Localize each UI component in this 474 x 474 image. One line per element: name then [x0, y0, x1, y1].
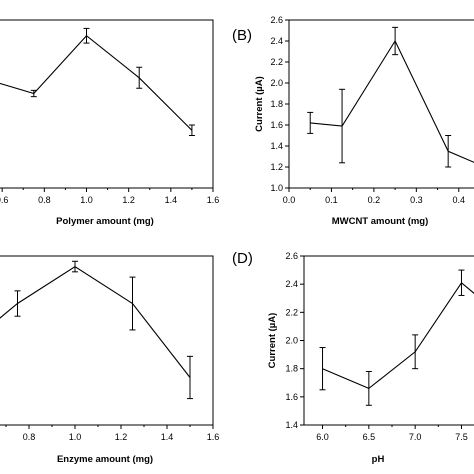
- panel-2-panel-label: (B): [232, 27, 252, 44]
- panel-4-ytick-label: 2.2: [285, 307, 298, 317]
- panel-4-x-axis-label: pH: [372, 454, 385, 465]
- panel-2-xtick-label: 0.2: [368, 195, 381, 205]
- panel-1-frame: [0, 19, 214, 189]
- panel-3-xtick-label: 1.0: [69, 432, 82, 442]
- panel-3-x-axis-label: Enzyme amount (mg): [57, 454, 153, 465]
- panel-2-ytick-label: 1.4: [270, 141, 283, 151]
- panel-2-ytick-label: 2.2: [270, 57, 283, 67]
- panel-2-ytick-label: 1.0: [270, 183, 283, 193]
- panel-3-xtick-label: 1.4: [161, 432, 174, 442]
- panel-4-ytick-label: 1.6: [285, 392, 298, 402]
- panel-2-frame: [288, 19, 474, 189]
- panel-4-ytick-label: 2.6: [285, 251, 298, 261]
- panel-2-xtick-label: 0.0: [283, 195, 296, 205]
- panel-2-xtick-label: 0.3: [410, 195, 423, 205]
- panel-1-xtick-label: 0.6: [0, 195, 8, 205]
- panel-4-ytick-label: 2.4: [285, 279, 298, 289]
- panel-3-xtick-label: 1.6: [207, 432, 220, 442]
- panel-4-frame: [303, 255, 474, 426]
- panel-2-xtick-label: 0.4: [453, 195, 466, 205]
- panel-3-series-line: [0, 265, 191, 378]
- panel-3-frame: [0, 255, 214, 426]
- panel-2-y-axis-label: Current (µA): [254, 76, 265, 132]
- panel-1-xtick-label: 1.0: [80, 195, 93, 205]
- panel-4-ytick-label: 1.8: [285, 364, 298, 374]
- panel-2-ytick-label: 2.0: [270, 78, 283, 88]
- panel-4-xtick-label: 7.5: [455, 432, 468, 442]
- panel-2-ytick-label: 1.2: [270, 162, 283, 172]
- panel-4-xtick-label: 6.0: [316, 432, 329, 442]
- panel-4-ytick-label: 2.0: [285, 336, 298, 346]
- panel-4-series-line: [322, 281, 474, 390]
- panel-2-ytick-label: 2.4: [270, 36, 283, 46]
- panel-2-ytick-label: 1.8: [270, 99, 283, 109]
- panel-2-x-axis-label: MWCNT amount (mg): [332, 216, 429, 227]
- panel-1-xtick-label: 1.6: [207, 195, 220, 205]
- panel-4-ytick-label: 1.4: [285, 420, 298, 430]
- panel-1-xtick-label: 1.2: [122, 195, 135, 205]
- panel-1-x-axis-label: Polymer amount (mg): [56, 216, 154, 227]
- panel-4-xtick-label: 6.5: [363, 432, 376, 442]
- panel-3-xtick-label: 1.2: [115, 432, 128, 442]
- panel-2-xtick-label: 0.1: [325, 195, 338, 205]
- panel-1-xtick-label: 1.4: [165, 195, 178, 205]
- panel-1-xtick-label: 0.8: [38, 195, 51, 205]
- panel-2-ytick-label: 1.6: [270, 120, 283, 130]
- panel-4-xtick-label: 7.0: [409, 432, 422, 442]
- panel-2-ytick-label: 2.6: [270, 15, 283, 25]
- panel-1-series-line: [0, 34, 193, 131]
- panel-4-y-axis-label: Current (µA): [267, 313, 278, 369]
- panel-4-panel-label: (D): [232, 250, 253, 267]
- panel-2-series-line: [310, 39, 474, 163]
- panel-3-xtick-label: 0.8: [23, 432, 36, 442]
